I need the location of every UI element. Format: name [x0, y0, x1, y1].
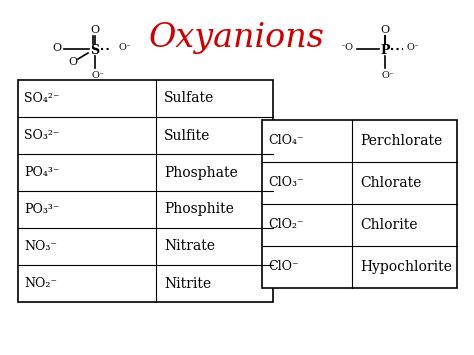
Text: Chlorate: Chlorate [360, 176, 421, 190]
Text: O: O [68, 57, 78, 67]
Text: O: O [53, 43, 62, 53]
Text: Phosphite: Phosphite [164, 202, 234, 217]
Text: O: O [91, 25, 100, 35]
Text: ClO₄⁻: ClO₄⁻ [268, 135, 304, 147]
Text: PO₃³⁻: PO₃³⁻ [24, 203, 60, 216]
Text: ⁻O: ⁻O [340, 44, 354, 53]
Text: Perchlorate: Perchlorate [360, 134, 442, 148]
Text: O: O [381, 25, 390, 35]
Text: Sulfate: Sulfate [164, 92, 214, 105]
Text: ClO₃⁻: ClO₃⁻ [268, 176, 304, 190]
Text: O⁻: O⁻ [119, 44, 132, 53]
Text: NO₃⁻: NO₃⁻ [24, 240, 57, 253]
Bar [18, 80, 273, 302]
Text: PO₄³⁻: PO₄³⁻ [24, 166, 60, 179]
Text: Sulfite: Sulfite [164, 129, 210, 142]
Bar [262, 120, 457, 288]
Text: Oxyanions: Oxyanions [149, 22, 325, 54]
Text: O⁻: O⁻ [92, 71, 105, 80]
Text: Chlorite: Chlorite [360, 218, 418, 232]
Text: Nitrite: Nitrite [164, 277, 211, 290]
Text: NO₂⁻: NO₂⁻ [24, 277, 57, 290]
Text: S: S [91, 44, 100, 56]
Text: Hypochlorite: Hypochlorite [360, 260, 452, 274]
Text: SO₄²⁻: SO₄²⁻ [24, 92, 60, 105]
Text: O⁻: O⁻ [382, 71, 395, 80]
Text: ClO₂⁻: ClO₂⁻ [268, 218, 304, 231]
Text: O⁻: O⁻ [407, 44, 420, 53]
Text: Phosphate: Phosphate [164, 165, 238, 180]
Text: P: P [380, 44, 390, 56]
Text: ClO⁻: ClO⁻ [268, 261, 299, 273]
Text: Nitrate: Nitrate [164, 240, 215, 253]
Text: SO₃²⁻: SO₃²⁻ [24, 129, 60, 142]
